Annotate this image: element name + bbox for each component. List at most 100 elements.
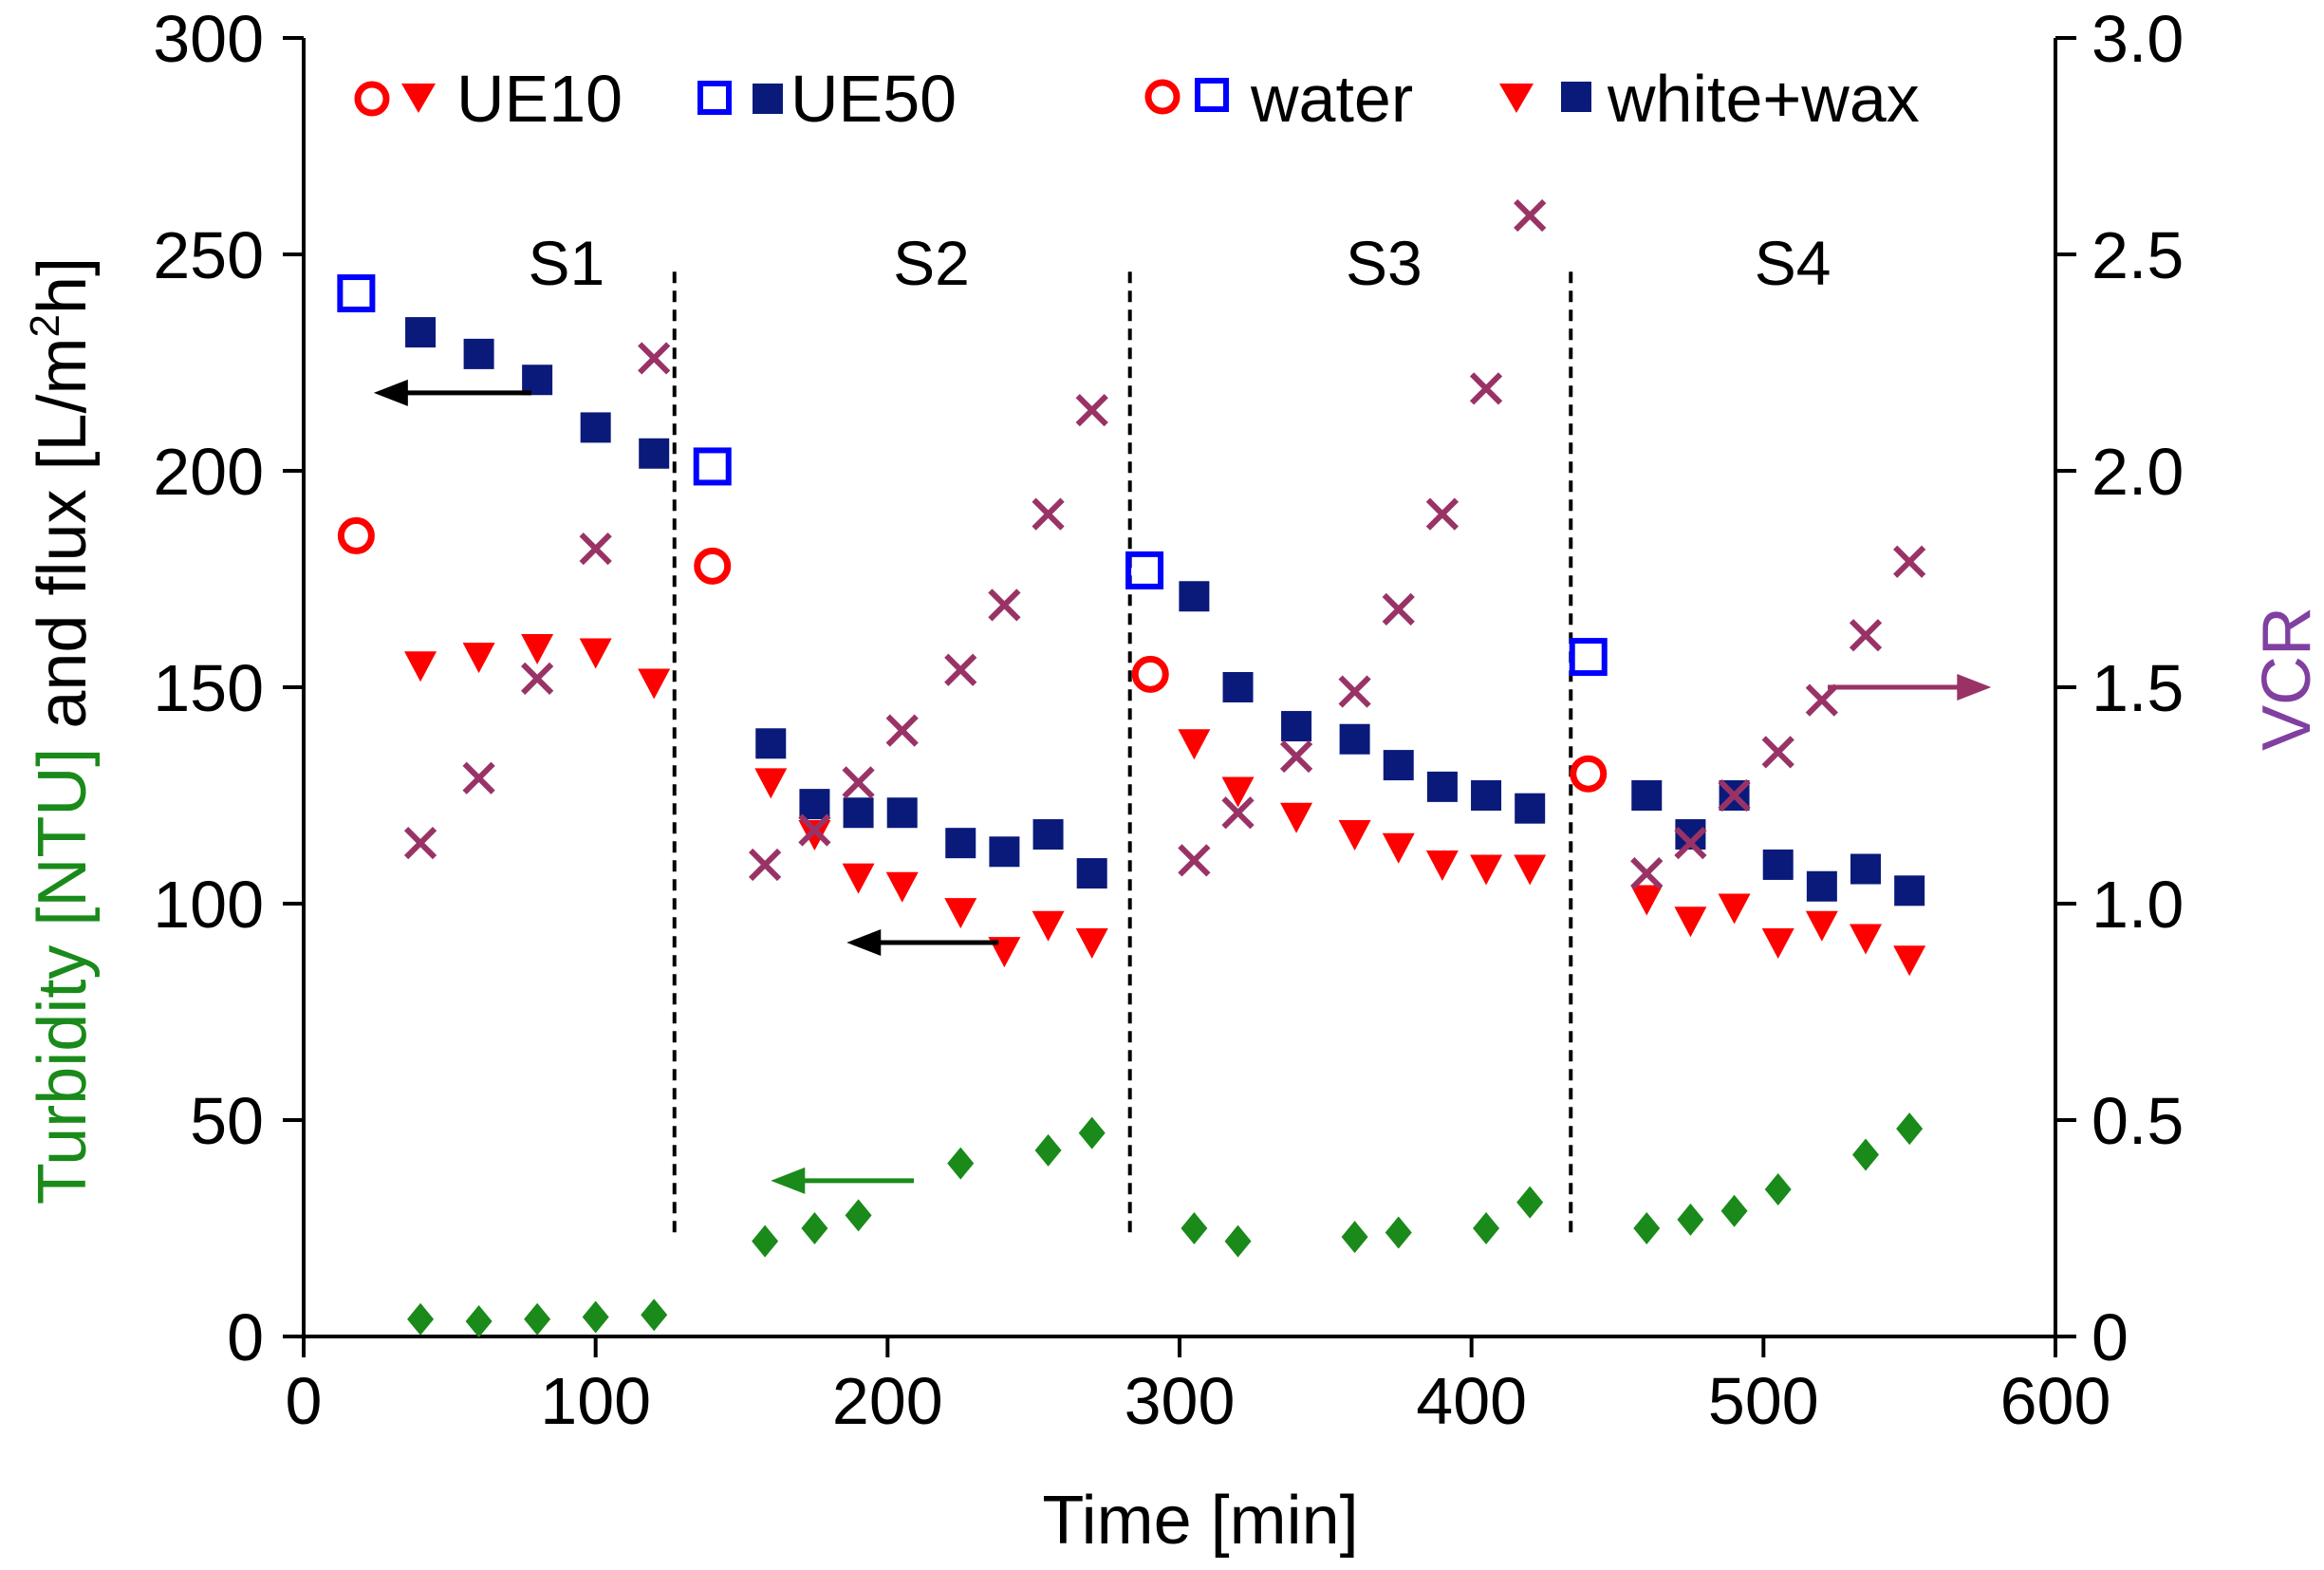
ue10-white-wax-flux-point <box>462 643 495 674</box>
axes: 0 100 200 300 400 500 60005010015020025030000.… <box>153 2 2184 1438</box>
ue10-white-wax-flux-point <box>1674 906 1707 938</box>
left-axis-title-turbidity: Turbidity [NTU] <box>25 748 101 1205</box>
arrow-head <box>373 379 408 406</box>
turbidity-point <box>524 1302 551 1336</box>
vcr-point <box>1075 394 1108 427</box>
vcr-point <box>1761 736 1794 769</box>
ue10-water-flux-point <box>1131 655 1169 693</box>
ue50-white-wax-flux-point <box>580 412 611 443</box>
vcr-point <box>521 662 554 696</box>
turbidity-point <box>1633 1212 1661 1244</box>
stage-dividers <box>672 271 1573 1238</box>
turbidity-point <box>1677 1203 1704 1236</box>
ue10-white-wax-flux-point <box>638 668 671 700</box>
ue10-water-flux-point <box>1570 755 1608 793</box>
vcr-point <box>988 589 1021 622</box>
stage-label-s1: S1 <box>529 228 605 298</box>
legend: UE10 UE50 water white+wax <box>354 62 1920 136</box>
stage-label-s4: S4 <box>1755 228 1831 298</box>
y2-tick-label: 1.0 <box>2092 868 2184 942</box>
vcr-point <box>885 714 919 747</box>
vcr-point <box>842 766 875 799</box>
y2-tick-label: 1.5 <box>2092 651 2184 725</box>
ue10-white-wax-flux-point <box>885 871 919 903</box>
ue50-white-wax-flux-point <box>1631 780 1663 811</box>
legend-white-wax-label: white+wax <box>1607 62 1920 136</box>
ue10-water-flux-point <box>337 516 375 554</box>
turbidity-point <box>1764 1172 1792 1206</box>
arrow-head <box>846 929 882 957</box>
legend-ue50-filled-square-marker <box>753 84 783 114</box>
ue10-white-wax-flux-point <box>521 633 554 664</box>
turbidity-point <box>1896 1112 1924 1146</box>
ue50-white-wax-flux-point <box>1032 819 1064 850</box>
ue10-white-wax-flux-point <box>1425 850 1459 881</box>
turbidity-point <box>1224 1224 1252 1258</box>
ue10-white-wax-flux-point <box>404 651 437 682</box>
right-axis-title: VCR <box>2249 607 2324 751</box>
ue10-white-wax-flux-point <box>1850 924 1883 955</box>
turbidity-point <box>1385 1216 1412 1249</box>
ue10-white-wax-flux-point <box>1032 910 1065 942</box>
left-axis-title: Turbidity [NTU] and flux [L/m2h] <box>22 257 101 1205</box>
turbidity-point <box>1181 1212 1208 1244</box>
ue50-white-wax-flux-point <box>1471 780 1502 811</box>
vcr-point <box>1178 844 1211 877</box>
ue10-water-flux-point <box>694 547 732 585</box>
ue50-white-wax-flux-point <box>639 438 670 469</box>
vcr-point <box>1338 675 1371 708</box>
ue10-white-wax-flux-point <box>1280 802 1313 833</box>
vcr-point <box>579 532 612 566</box>
vcr-point <box>638 342 671 375</box>
ue50-white-wax-flux-point <box>1179 581 1210 612</box>
x-tick-label: 600 <box>2000 1364 2111 1438</box>
legend-white-wax-square-marker <box>1561 82 1591 112</box>
axis-arrow-left-axis <box>771 1167 915 1194</box>
axis-arrows <box>373 379 1992 1194</box>
axis-arrow-left-axis <box>373 379 531 406</box>
ue50-white-wax-flux-point <box>945 828 976 859</box>
data-marks <box>337 198 1926 1338</box>
left-axis-title-flux: and flux [L/m <box>25 337 101 747</box>
vcr-point <box>1849 619 1883 652</box>
y-tick-label: 100 <box>153 868 264 942</box>
legend-ue10-triangle-marker <box>401 84 436 113</box>
axis-arrow-left-axis <box>846 929 999 957</box>
turbidity-point <box>752 1224 779 1258</box>
vcr-point <box>944 653 977 686</box>
ue10-white-wax-flux-point <box>1221 776 1255 808</box>
stage-label-s3: S3 <box>1346 228 1422 298</box>
legend-water-circle-marker <box>1144 79 1181 115</box>
turbidity-point <box>641 1299 668 1332</box>
x-tick-label: 400 <box>1416 1364 1527 1438</box>
ue10-white-wax-flux-point <box>1761 928 1794 960</box>
y-tick-label: 0 <box>227 1300 264 1374</box>
vcr-point <box>1382 592 1415 626</box>
vcr-point <box>403 827 437 860</box>
stage-label-s2: S2 <box>893 228 970 298</box>
turbidity-point <box>407 1302 435 1336</box>
turbidity-point <box>1341 1221 1368 1254</box>
y2-tick-label: 2.5 <box>2092 218 2184 292</box>
vcr-point <box>1805 683 1838 717</box>
ue10-white-wax-flux-point <box>1470 854 1503 886</box>
vcr-point <box>1718 778 1751 813</box>
y-tick-label: 200 <box>153 435 264 509</box>
ue10-white-wax-flux-point <box>1178 729 1211 760</box>
vcr-point <box>1469 372 1503 405</box>
legend-white-wax-triangle-marker <box>1499 84 1534 113</box>
ue50-white-wax-flux-point <box>886 797 918 829</box>
vcr-point <box>1221 796 1255 830</box>
legend-ue10-circle-marker <box>354 81 390 117</box>
turbidity-point <box>1034 1133 1062 1167</box>
ue10-white-wax-flux-point <box>944 898 977 929</box>
ue50-white-wax-flux-point <box>1383 750 1414 781</box>
ue10-white-wax-flux-point <box>1338 820 1371 851</box>
ue50-white-wax-flux-point <box>1281 711 1312 742</box>
y-tick-label: 150 <box>153 651 264 725</box>
ue50-white-wax-flux-point <box>1426 771 1458 802</box>
ue50-white-wax-flux-point <box>1076 858 1107 889</box>
ue10-white-wax-flux-point <box>1718 893 1751 925</box>
y-tick-label: 250 <box>153 218 264 292</box>
